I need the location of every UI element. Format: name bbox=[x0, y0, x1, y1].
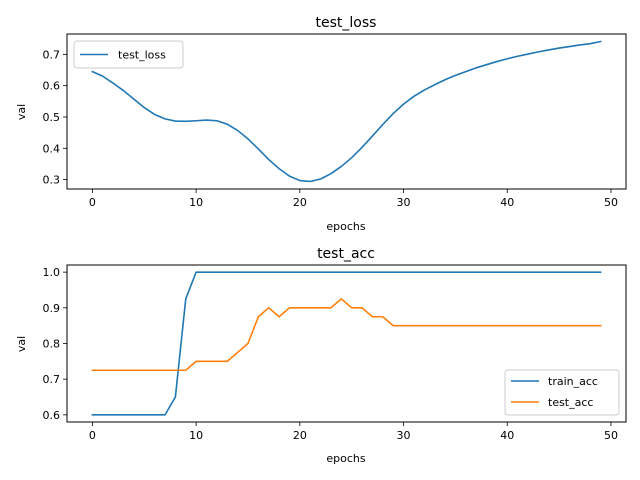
test-acc-x-tick-label: 10 bbox=[189, 429, 203, 442]
test-acc-y-tick-label: 0.8 bbox=[43, 338, 61, 351]
test-loss-x-tick-label: 10 bbox=[189, 196, 203, 209]
series-line-test-acc bbox=[91, 298, 602, 372]
test-acc-x-ticks: 0 10 20 30 40 50 bbox=[89, 422, 618, 442]
legend-label-test-acc: test_acc bbox=[548, 396, 593, 409]
test-loss-series-group bbox=[91, 40, 602, 183]
test-acc-x-tick-label: 0 bbox=[89, 429, 96, 442]
test-loss-legend-box bbox=[73, 40, 184, 69]
test-acc-x-axis-label: epochs bbox=[326, 452, 365, 465]
test-loss-y-tick-label: 0.5 bbox=[43, 111, 61, 124]
legend-label-test-loss: test_loss bbox=[118, 49, 166, 62]
test-loss-y-tick-label: 0.3 bbox=[43, 174, 61, 187]
test-loss-y-tick-label: 0.6 bbox=[43, 80, 61, 93]
test-acc-legend: train_acc test_acc bbox=[504, 369, 620, 416]
test-acc-x-tick-label: 20 bbox=[293, 429, 307, 442]
test-acc-x-tick-label: 40 bbox=[500, 429, 514, 442]
test-loss-x-ticks: 0 10 20 30 40 50 bbox=[89, 189, 618, 209]
test-loss-y-tick-label: 0.4 bbox=[43, 142, 61, 155]
test-acc-y-tick-label: 0.6 bbox=[43, 409, 61, 422]
test-acc-y-tick-label: 0.9 bbox=[43, 302, 61, 315]
test-acc-y-axis-label: val bbox=[15, 336, 28, 352]
test-acc-y-tick-label: 0.7 bbox=[43, 373, 61, 386]
test-loss-y-tick-label: 0.7 bbox=[43, 48, 61, 61]
test-loss-y-ticks: 0.3 0.4 0.5 0.6 0.7 bbox=[43, 48, 67, 187]
test-loss-x-tick-label: 50 bbox=[604, 196, 618, 209]
test-loss-x-axis-label: epochs bbox=[326, 220, 365, 233]
test-loss-subplot: test_loss 0 10 20 30 40 50 0.3 0.4 0.5 0.6 0.7 ep… bbox=[15, 15, 627, 233]
test-acc-series-group bbox=[91, 271, 602, 416]
test-loss-legend: test_loss bbox=[73, 40, 184, 69]
test-acc-x-tick-label: 30 bbox=[397, 429, 411, 442]
test-loss-y-axis-label: val bbox=[15, 104, 28, 120]
test-loss-x-tick-label: 40 bbox=[500, 196, 514, 209]
test-acc-x-tick-label: 50 bbox=[604, 429, 618, 442]
legend-label-train-acc: train_acc bbox=[548, 375, 598, 388]
test-loss-x-tick-label: 30 bbox=[397, 196, 411, 209]
test-acc-y-ticks: 0.6 0.7 0.8 0.9 1.0 bbox=[43, 266, 67, 422]
series-line-train-acc bbox=[91, 271, 602, 416]
test-loss-title: test_loss bbox=[316, 15, 377, 31]
series-line-test-loss bbox=[91, 40, 602, 183]
test-loss-x-tick-label: 0 bbox=[89, 196, 96, 209]
test-acc-subplot: test_acc 0 10 20 30 40 50 0.6 0.7 0.8 0.9 1.0 epo… bbox=[15, 246, 627, 465]
test-loss-axes-frame bbox=[66, 33, 627, 190]
test-acc-y-tick-label: 1.0 bbox=[43, 266, 61, 279]
test-loss-x-tick-label: 20 bbox=[293, 196, 307, 209]
test-acc-title: test_acc bbox=[317, 246, 375, 262]
